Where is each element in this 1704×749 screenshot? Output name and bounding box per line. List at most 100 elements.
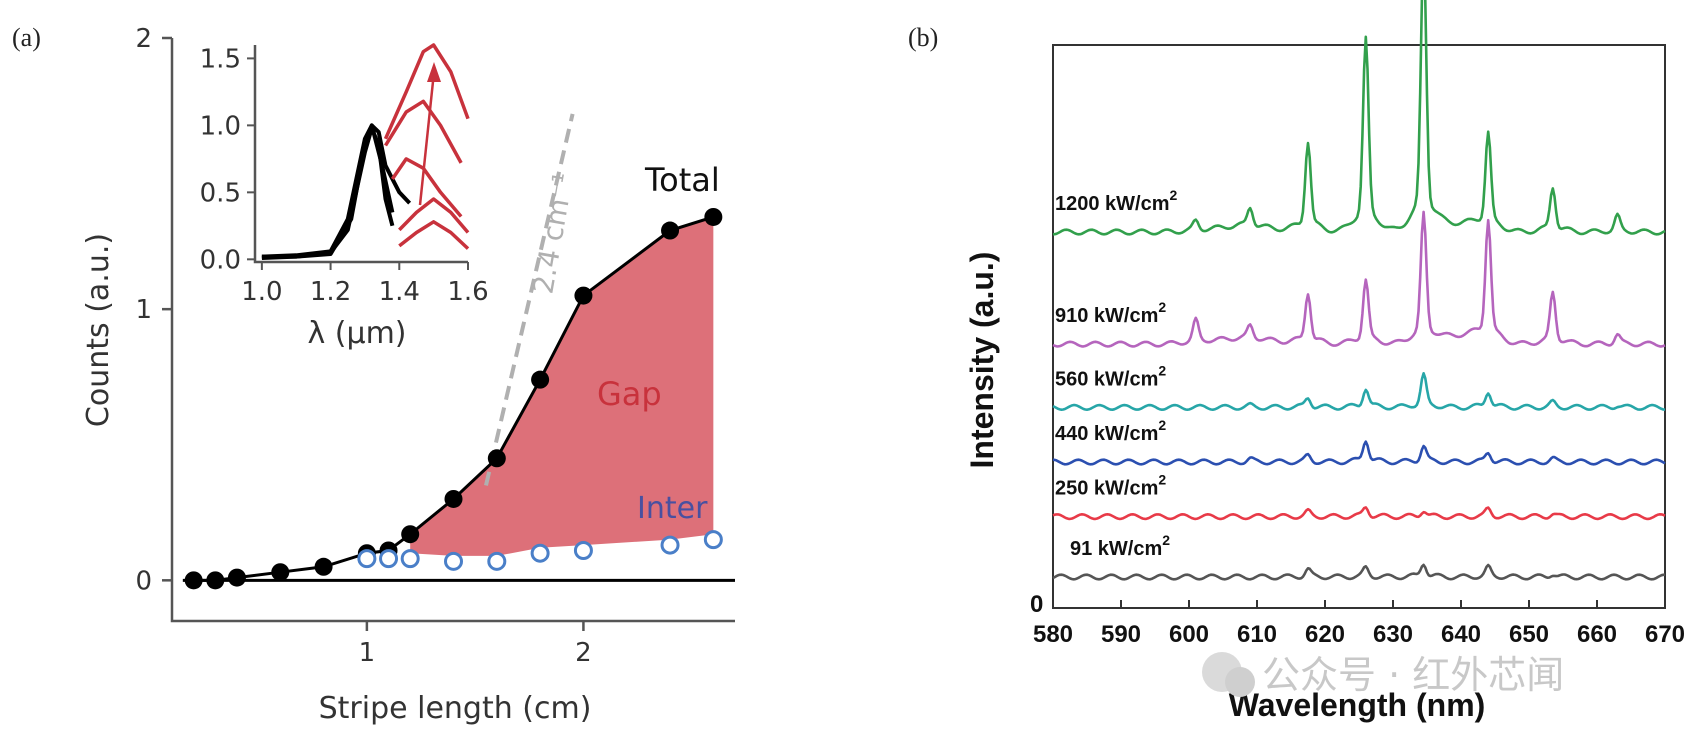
x-axis-label-inset: λ (μm): [307, 316, 406, 351]
inset-x-tick-label: 1.6: [447, 277, 488, 307]
panel-a-label: (a): [12, 23, 41, 52]
inset-red-5-curve: [383, 43, 470, 140]
power-label: 910 kW/cm2: [1055, 299, 1166, 327]
y-tick-label: 0: [135, 566, 152, 596]
inset-red-4-curve: [384, 99, 463, 164]
watermark-text: 公众号 · 红外芯闻: [1262, 653, 1564, 697]
total-point: [704, 207, 723, 226]
inter-annotation: Inter: [637, 491, 708, 526]
inter-point: [530, 543, 550, 563]
y-axis-label-b: Intensity (a.u.): [964, 252, 1000, 469]
inset-red-1-curve: [398, 220, 470, 250]
inter-points: [357, 530, 723, 571]
inset-black-3-curve: [261, 123, 395, 260]
inset-y-tick-label: 1.5: [200, 44, 241, 74]
y-tick-zero-b: 0: [1030, 591, 1043, 618]
y-axis-label-a: Counts (a.u.): [81, 233, 116, 427]
y-tick-label: 2: [135, 24, 152, 54]
x-tick-label: 660: [1577, 621, 1617, 648]
x-tick-label: 590: [1101, 621, 1141, 648]
spectrum-line: [1052, 506, 1666, 521]
x-axis-label-b: Wavelength (nm): [1229, 687, 1486, 723]
power-label-superscript: 2: [1158, 299, 1166, 315]
inter-point: [357, 549, 377, 569]
total-point: [184, 571, 203, 590]
spectrum-line: [1052, 0, 1666, 236]
inset-x-tick-label: 1.4: [379, 277, 420, 307]
inter-point: [379, 549, 399, 569]
spectrum-line: [1052, 440, 1666, 466]
slope-dashed-line: [484, 113, 575, 486]
total-point: [487, 449, 506, 468]
total-point: [661, 221, 680, 240]
y-ticks-inset: 0.0 0.5 1.0 1.5: [200, 44, 255, 275]
slope-annotation: 2.4 cm⁻¹: [526, 170, 580, 296]
inset-red-2-curve: [398, 197, 470, 234]
watermark: 公众号 · 红外芯闻: [1202, 652, 1564, 697]
inter-point: [703, 530, 723, 550]
x-tick-label: 630: [1373, 621, 1413, 648]
gap-annotation: Gap: [597, 375, 662, 413]
power-label-value: 250 kW/cm: [1055, 478, 1158, 500]
power-label-superscript: 2: [1158, 362, 1166, 378]
inter-point: [660, 535, 680, 555]
x-ticks-b: 580 590 600 610 620 630 640 650 660 670: [1033, 600, 1685, 648]
total-annotation: Total: [644, 161, 720, 199]
inter-point: [400, 549, 420, 569]
spectrum-line: [1052, 563, 1666, 581]
axes-a: [170, 38, 735, 623]
power-label: 91 kW/cm2: [1070, 532, 1170, 560]
inter-point: [573, 540, 593, 560]
inset-red-3-curve: [390, 157, 463, 218]
x-ticks-inset: 1.0 1.2 1.4 1.6: [241, 262, 489, 307]
power-label-value: 1200 kW/cm: [1055, 193, 1170, 215]
total-point: [444, 489, 463, 508]
inter-point: [487, 551, 507, 571]
inset-y-tick-label: 0.5: [200, 178, 241, 208]
y-tick-label: 1: [135, 295, 152, 325]
power-label-value: 910 kW/cm: [1055, 305, 1158, 327]
power-label-superscript: 2: [1170, 187, 1178, 203]
x-tick-label: 2: [575, 638, 592, 668]
power-label-superscript: 2: [1162, 532, 1170, 548]
total-point: [271, 563, 290, 582]
x-axis-label-a: Stripe length (cm): [319, 691, 592, 726]
x-tick-label: 670: [1645, 621, 1685, 648]
power-label-value: 560 kW/cm: [1055, 368, 1158, 390]
x-tick-label: 1: [359, 638, 376, 668]
x-tick-label: 640: [1441, 621, 1481, 648]
inset-arrow: [418, 71, 436, 206]
total-point: [401, 525, 420, 544]
spectrum-line: [1052, 210, 1666, 348]
inset-black-2-curve: [261, 126, 395, 259]
power-label-value: 91 kW/cm: [1070, 538, 1162, 560]
inter-point: [444, 551, 463, 571]
power-label: 250 kW/cm2: [1055, 472, 1166, 500]
power-label: 440 kW/cm2: [1055, 417, 1166, 445]
y-ticks-a: 0 1 2: [135, 24, 172, 596]
power-label-superscript: 2: [1158, 417, 1166, 433]
panel-a-inset: 0.0 0.5 1.0 1.5 1.0 1.2 1.4 1.6 λ (μm): [200, 43, 489, 351]
inset-arrowhead: [427, 62, 441, 82]
panel-b-label: (b): [908, 23, 938, 52]
total-point: [314, 557, 333, 576]
total-point: [574, 286, 593, 305]
spectra: [1052, 0, 1666, 581]
x-tick-label: 610: [1237, 621, 1277, 648]
gap-region: [410, 216, 714, 556]
total-point: [227, 568, 246, 587]
plot-frame-b: [1052, 44, 1666, 609]
x-tick-label: 600: [1169, 621, 1209, 648]
inset-x-tick-label: 1.2: [310, 277, 351, 307]
inset-y-tick-label: 1.0: [200, 111, 241, 141]
total-point: [531, 370, 550, 389]
inset-x-tick-label: 1.0: [241, 277, 282, 307]
spectrum-line: [1052, 372, 1666, 411]
x-tick-label: 620: [1305, 621, 1345, 648]
inset-y-tick-label: 0.0: [200, 245, 241, 275]
total-point: [206, 571, 225, 590]
power-label-superscript: 2: [1158, 472, 1166, 488]
